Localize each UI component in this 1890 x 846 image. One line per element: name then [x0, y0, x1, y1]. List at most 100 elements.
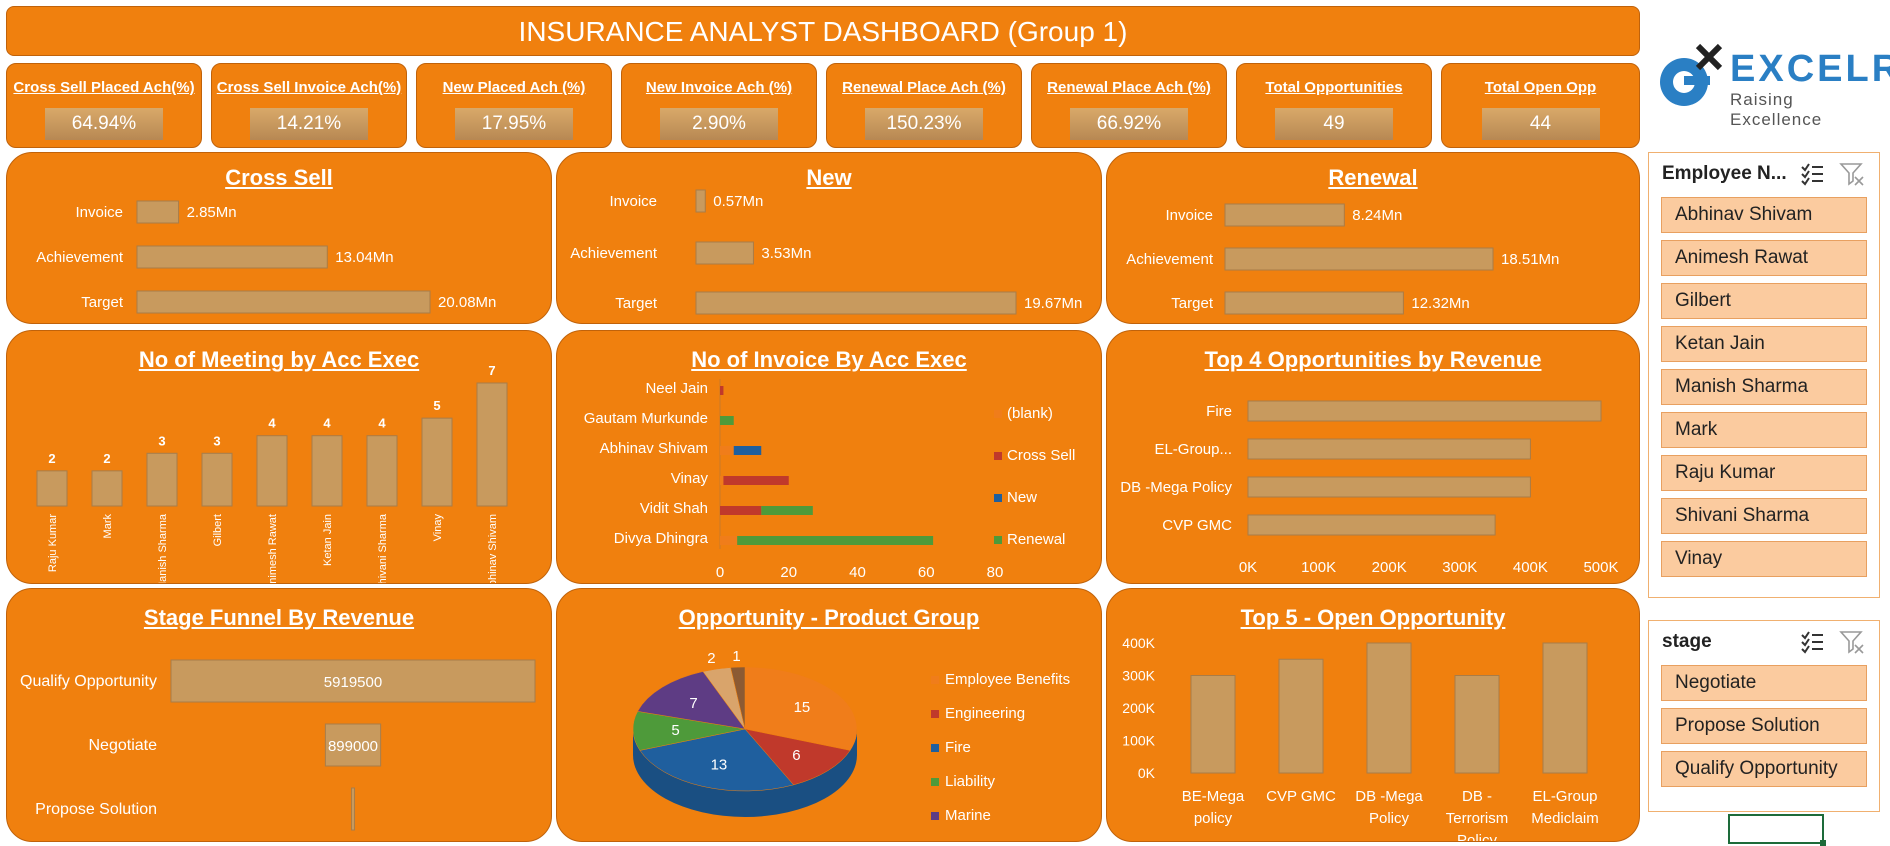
bar [695, 291, 1017, 315]
clear-filter-icon[interactable] [1839, 161, 1865, 187]
x-tick-label: BE-Mega [1182, 788, 1245, 805]
slicer-item-negotiate[interactable]: Negotiate [1661, 665, 1867, 701]
slicer-item-qualify-opportunity[interactable]: Qualify Opportunity [1661, 751, 1867, 787]
legend-label: New [1007, 489, 1037, 506]
x-tick-label: DB -Mega [1355, 788, 1423, 805]
stacked-bar-segment [723, 476, 789, 485]
pie-data-label: 5 [671, 722, 679, 739]
bar-data-label: 3.53Mn [761, 245, 811, 262]
kpi-value: 2.90% [660, 108, 778, 140]
pie-data-label: 13 [711, 757, 728, 774]
fill-handle[interactable] [1820, 840, 1826, 846]
x-tick-label: 0 [716, 564, 724, 581]
x-tick-label: Abhinav Shivam [487, 514, 499, 584]
kpi-value: 64.94% [45, 108, 163, 140]
y-tick-label: 400K [1122, 635, 1155, 651]
bar [1224, 291, 1404, 315]
slicer-item-vinay[interactable]: Vinay [1661, 541, 1867, 577]
top5-panel: Top 5 - Open Opportunity 0K 100K 200K 300K 4… [1106, 588, 1640, 842]
slicer-item-animesh-rawat[interactable]: Animesh Rawat [1661, 240, 1867, 276]
y-tick-label: 100K [1122, 733, 1155, 749]
bar-data-label: 4 [323, 416, 331, 431]
legend-label: Engineering [945, 705, 1025, 722]
slicer-item-shivani-sharma[interactable]: Shivani Sharma [1661, 498, 1867, 534]
y-tick-label: EL-Group... [1154, 441, 1232, 458]
renewal-chart: Invoice 8.24Mn Achievement 18.51Mn Target 12.… [1126, 203, 1559, 315]
legend-label: Fire [945, 739, 971, 756]
legend-swatch [994, 452, 1002, 460]
y-tick-label: 300K [1122, 668, 1155, 684]
pie-data-label: 1 [732, 648, 740, 665]
legend-label: Cross Sell [1007, 447, 1075, 464]
y-tick-label: Negotiate [89, 737, 158, 754]
bar [311, 435, 343, 507]
y-tick-label: Propose Solution [35, 801, 157, 818]
bar-category-label: Invoice [609, 193, 657, 210]
funnel-bar [350, 787, 356, 831]
pie-data-label: 15 [794, 699, 811, 716]
bar-data-label: 0.57Mn [713, 193, 763, 210]
bar-category-label: Achievement [36, 249, 124, 266]
x-tick-label: Terrorism [1446, 810, 1509, 827]
x-tick-label: Mediclaim [1531, 810, 1599, 827]
slicer-item-ketan-jain[interactable]: Ketan Jain [1661, 326, 1867, 362]
bar-data-label: 3 [213, 433, 220, 448]
legend-label: Employee Benefits [945, 671, 1070, 688]
stacked-bar-segment [720, 386, 724, 395]
y-tick-label: CVP GMC [1162, 517, 1232, 534]
multi-select-icon[interactable] [1799, 629, 1825, 655]
legend-swatch [994, 536, 1002, 544]
x-tick-label: 100K [1301, 559, 1336, 576]
bar [366, 435, 398, 507]
x-tick-label: Ketan Jain [322, 514, 334, 566]
slicer-item-raju-kumar[interactable]: Raju Kumar [1661, 455, 1867, 491]
bar [136, 245, 328, 269]
excelr-logo-mark-icon [1660, 43, 1723, 106]
y-tick-label: Qualify Opportunity [20, 673, 157, 690]
y-tick-label: Divya Dhingra [614, 530, 709, 547]
slicer-item-abhinav-shivam[interactable]: Abhinav Shivam [1661, 197, 1867, 233]
bar-data-label: 13.04Mn [335, 249, 393, 266]
top5-chart: 0K 100K 200K 300K 400K BE-Mega policy CVP GMC DB… [1122, 635, 1599, 841]
stacked-bar-segment [720, 476, 724, 485]
x-tick-label: 400K [1513, 559, 1548, 576]
legend-label: Renewal [1007, 531, 1065, 548]
top4-chart: Fire EL-Group... DB -Mega Policy CVP GMC 0K 1… [1120, 400, 1619, 576]
stacked-bar-segment [737, 536, 934, 545]
kpi-value: 66.92% [1070, 108, 1188, 140]
cross-sell-panel: Cross Sell Invoice 2.85Mn Achievement 13.04… [6, 152, 552, 324]
slicer-item-mark[interactable]: Mark [1661, 412, 1867, 448]
meetings-panel: No of Meeting by Acc Exec 2 Raju Kumar 2 Ma… [6, 330, 552, 584]
kpi-label: Cross Sell Invoice Ach(%) [216, 79, 402, 96]
slicer-item-propose-solution[interactable]: Propose Solution [1661, 708, 1867, 744]
kpi-card: Cross Sell Placed Ach(%) 64.94% [6, 63, 202, 148]
selected-cell[interactable] [1728, 814, 1826, 846]
kpi-label: Renewal Place Ach (%) [842, 79, 1006, 96]
clear-filter-icon[interactable] [1839, 629, 1865, 655]
kpi-value: 44 [1481, 108, 1600, 140]
meetings-chart: 2 Raju Kumar 2 Mark 3 Manish Sharma 3 Gilbert 4 A… [36, 363, 508, 584]
kpi-label: Total Opportunities [1265, 79, 1403, 96]
multi-select-icon[interactable] [1799, 161, 1825, 187]
stacked-bar-segment [720, 506, 762, 515]
x-tick-label: Vinay [432, 514, 444, 542]
top4-panel: Top 4 Opportunities by Revenue Fire EL-Gr… [1106, 330, 1640, 584]
y-tick-label: Neel Jain [645, 380, 708, 397]
bar [1247, 438, 1531, 460]
x-tick-label: 80 [987, 564, 1004, 581]
kpi-card: Total Open Opp 44 [1441, 63, 1640, 148]
kpi-label: New Placed Ach (%) [442, 79, 586, 96]
funnel-chart: Qualify Opportunity 5919500 Negotiate 89900… [20, 659, 536, 831]
slicer-item-gilbert[interactable]: Gilbert [1661, 283, 1867, 319]
stacked-bar-segment [733, 446, 762, 455]
y-tick-label: 0K [1138, 765, 1156, 781]
x-tick-label: Mark [102, 514, 114, 539]
pie-data-label: 7 [689, 695, 697, 712]
bar [1190, 675, 1236, 774]
x-tick-label: CVP GMC [1266, 788, 1336, 805]
panel-title: Stage Funnel By Revenue [143, 605, 415, 630]
legend-swatch [931, 710, 939, 718]
y-tick-label: Vidit Shah [640, 500, 708, 517]
bar-category-label: Invoice [75, 204, 123, 221]
slicer-item-manish-sharma[interactable]: Manish Sharma [1661, 369, 1867, 405]
